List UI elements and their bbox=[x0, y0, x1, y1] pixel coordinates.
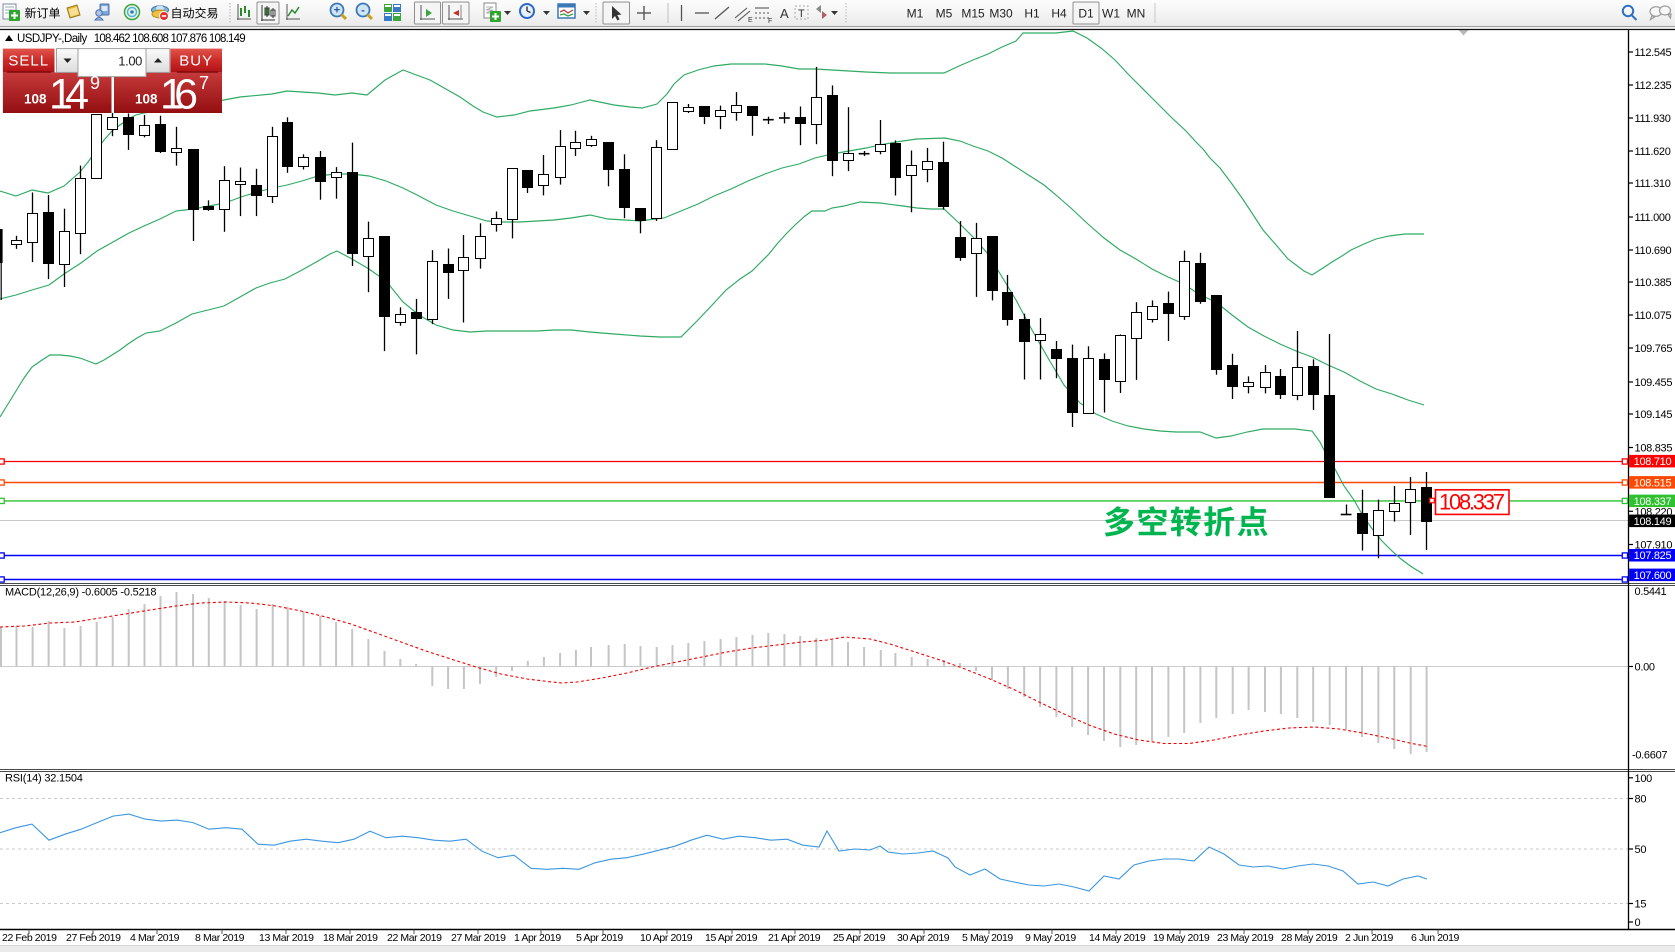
svg-text:0: 0 bbox=[1635, 917, 1641, 929]
svg-text:M15: M15 bbox=[961, 7, 985, 21]
svg-text:80: 80 bbox=[1635, 794, 1647, 806]
svg-text:13 Mar 2019: 13 Mar 2019 bbox=[259, 932, 314, 944]
svg-text:27 Feb 2019: 27 Feb 2019 bbox=[66, 932, 121, 944]
svg-text:22 Mar 2019: 22 Mar 2019 bbox=[387, 932, 442, 944]
svg-text:A: A bbox=[780, 6, 789, 21]
svg-text:0.5441: 0.5441 bbox=[1635, 586, 1667, 598]
svg-text:1.00: 1.00 bbox=[118, 54, 142, 69]
svg-text:111.930: 111.930 bbox=[1635, 113, 1671, 125]
svg-text:109.455: 109.455 bbox=[1635, 377, 1673, 389]
svg-text:W1: W1 bbox=[1102, 7, 1120, 21]
svg-text:18 Mar 2019: 18 Mar 2019 bbox=[323, 932, 378, 944]
svg-text:15 Apr 2019: 15 Apr 2019 bbox=[705, 932, 758, 944]
svg-text:M1: M1 bbox=[907, 7, 924, 21]
svg-text:27 Mar 2019: 27 Mar 2019 bbox=[451, 932, 506, 944]
svg-text:M30: M30 bbox=[989, 7, 1013, 21]
svg-text:14 May 2019: 14 May 2019 bbox=[1089, 932, 1146, 944]
svg-text:D1: D1 bbox=[1078, 7, 1094, 21]
svg-text:108.337: 108.337 bbox=[1439, 490, 1505, 515]
svg-text:30 Apr 2019: 30 Apr 2019 bbox=[897, 932, 950, 944]
svg-text:108: 108 bbox=[135, 92, 158, 107]
svg-text:SELL: SELL bbox=[8, 53, 49, 70]
svg-text:111.310: 111.310 bbox=[1635, 178, 1671, 190]
svg-text:7: 7 bbox=[199, 73, 209, 93]
svg-text:8 Mar 2019: 8 Mar 2019 bbox=[195, 932, 245, 944]
svg-text:110.075: 110.075 bbox=[1635, 310, 1672, 322]
svg-text:111.620: 111.620 bbox=[1635, 146, 1671, 158]
svg-text:4 Mar 2019: 4 Mar 2019 bbox=[130, 932, 180, 944]
svg-text:19 May 2019: 19 May 2019 bbox=[1153, 932, 1210, 944]
svg-text:22 Feb 2019: 22 Feb 2019 bbox=[2, 932, 57, 944]
svg-text:110.385: 110.385 bbox=[1635, 277, 1672, 289]
svg-text:107.910: 107.910 bbox=[1635, 540, 1673, 552]
svg-text:0.00: 0.00 bbox=[1635, 662, 1655, 674]
svg-text:16: 16 bbox=[160, 71, 198, 119]
svg-text:107.600: 107.600 bbox=[1634, 570, 1672, 582]
svg-text:108.710: 108.710 bbox=[1634, 456, 1672, 468]
svg-text:T: T bbox=[798, 8, 805, 20]
svg-text:112.235: 112.235 bbox=[1635, 80, 1672, 92]
svg-text:9 May 2019: 9 May 2019 bbox=[1025, 932, 1076, 944]
svg-text:10 Apr 2019: 10 Apr 2019 bbox=[640, 932, 693, 944]
svg-text:108.149: 108.149 bbox=[1634, 516, 1672, 528]
svg-text:15: 15 bbox=[1635, 899, 1647, 911]
svg-text:23 May 2019: 23 May 2019 bbox=[1217, 932, 1274, 944]
svg-text:108.835: 108.835 bbox=[1635, 443, 1673, 455]
svg-text:100: 100 bbox=[1635, 773, 1653, 785]
svg-text:5 Apr 2019: 5 Apr 2019 bbox=[576, 932, 623, 944]
svg-text:6 Jun 2019: 6 Jun 2019 bbox=[1411, 932, 1460, 944]
svg-text:2 Jun 2019: 2 Jun 2019 bbox=[1345, 932, 1394, 944]
svg-text:M5: M5 bbox=[936, 7, 953, 21]
svg-text:25 Apr 2019: 25 Apr 2019 bbox=[833, 932, 886, 944]
svg-text:MN: MN bbox=[1127, 7, 1146, 21]
svg-text:MACD(12,26,9) -0.6005 -0.5218: MACD(12,26,9) -0.6005 -0.5218 bbox=[5, 587, 156, 599]
svg-text:+: + bbox=[334, 5, 340, 17]
svg-text:111.000: 111.000 bbox=[1635, 212, 1671, 224]
svg-text:28 May 2019: 28 May 2019 bbox=[1281, 932, 1338, 944]
svg-text:109.145: 109.145 bbox=[1635, 409, 1673, 421]
svg-text:112.545: 112.545 bbox=[1635, 47, 1672, 59]
svg-text:108.515: 108.515 bbox=[1634, 477, 1672, 489]
svg-text:108.337: 108.337 bbox=[1634, 496, 1672, 508]
svg-text:F: F bbox=[768, 18, 772, 25]
svg-text:109.765: 109.765 bbox=[1635, 343, 1673, 355]
svg-text:110.690: 110.690 bbox=[1635, 245, 1672, 257]
svg-text:H4: H4 bbox=[1051, 7, 1067, 21]
svg-text:5 May 2019: 5 May 2019 bbox=[962, 932, 1013, 944]
svg-text:H1: H1 bbox=[1024, 7, 1040, 21]
svg-text:RSI(14) 32.1504: RSI(14) 32.1504 bbox=[5, 773, 83, 785]
svg-text:21 Apr 2019: 21 Apr 2019 bbox=[768, 932, 821, 944]
svg-text:9: 9 bbox=[90, 73, 100, 93]
svg-text:-: - bbox=[361, 5, 365, 17]
svg-text:108: 108 bbox=[24, 92, 47, 107]
svg-text:BUY: BUY bbox=[179, 53, 213, 70]
svg-text:50: 50 bbox=[1635, 844, 1647, 856]
svg-text:1 Apr 2019: 1 Apr 2019 bbox=[514, 932, 561, 944]
svg-text:107.825: 107.825 bbox=[1634, 550, 1672, 562]
svg-text:14: 14 bbox=[49, 71, 89, 119]
svg-text:E: E bbox=[748, 17, 753, 24]
svg-text:-0.6607: -0.6607 bbox=[1632, 750, 1667, 762]
